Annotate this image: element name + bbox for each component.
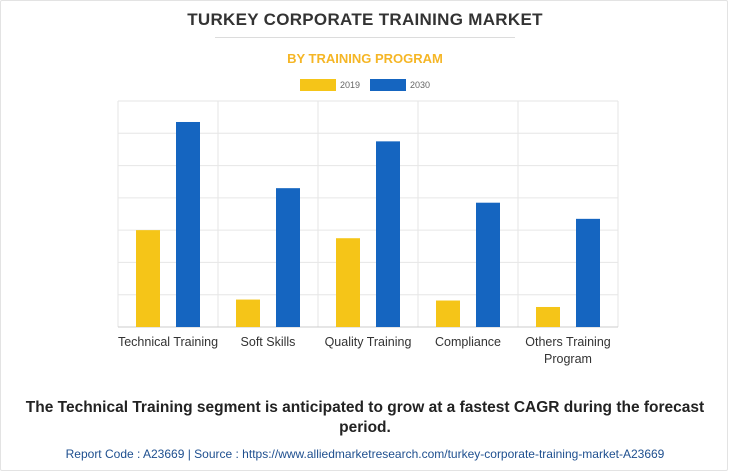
x-tick-label: Technical Training [118,335,218,349]
bar-2019-2[interactable] [336,238,360,327]
chart-subtitle: BY TRAINING PROGRAM [287,51,443,66]
legend-item-2019[interactable]: 2019 [299,79,360,91]
legend-item-2030[interactable]: 2030 [370,79,430,91]
bar-2019-1[interactable] [236,299,260,327]
chart-legend: 2019 2030 [0,79,730,91]
x-tick-label: Soft Skills [241,335,296,349]
title-divider [215,37,515,38]
legend-label-2019: 2019 [339,80,360,90]
legend-swatch-2019 [299,79,336,91]
bar-2030-4[interactable] [576,218,600,327]
x-tick-label: Program [544,352,592,366]
x-tick-label: Compliance [435,335,501,349]
x-tick-label: Quality Training [325,335,412,349]
chart-title: TURKEY CORPORATE TRAINING MARKET [187,10,543,29]
bar-2030-1[interactable] [276,188,300,327]
source-footer[interactable]: Report Code : A23669 | Source : https://… [65,447,665,461]
bar-chart-plot: Technical Training Soft Skills Quality Tra… [117,100,619,366]
legend-label-2030: 2030 [410,80,431,90]
bar-2019-4[interactable] [536,306,560,327]
bar-2019-3[interactable] [436,300,460,327]
bar-2030-3[interactable] [476,202,500,327]
legend-swatch-2030 [370,79,406,91]
bar-2030-0[interactable] [176,121,200,327]
chart-caption: The Technical Training segment is antici… [25,399,705,436]
x-tick-label: Others Training [525,335,611,349]
bar-2019-0[interactable] [136,230,160,327]
bar-2030-2[interactable] [376,141,400,327]
